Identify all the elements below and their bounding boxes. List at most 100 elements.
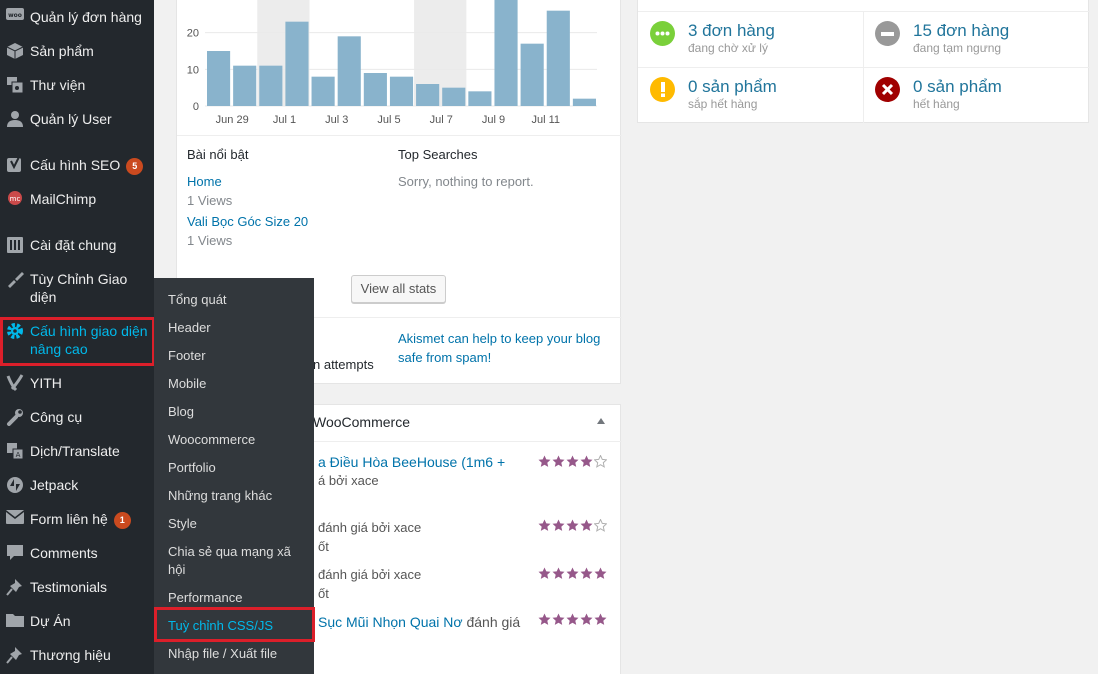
chart-bar[interactable]	[233, 65, 257, 106]
stats-widget: 0 10 20 Jun 29 Jul 1 Jul 3 Jul 5 Jul 7 Jul 9 Jul…	[176, 0, 622, 384]
svg-text:woo: woo	[8, 12, 22, 19]
minus-icon	[875, 21, 900, 46]
chart-bar[interactable]	[572, 98, 596, 106]
review-line: Sục Mũi Nhọn Quai Nơ đánh giá	[318, 614, 521, 630]
x-tick-label: Jul 1	[273, 114, 296, 126]
submenu-item-custom-css-js[interactable]: Tuỳ chỉnh CSS/JS	[168, 618, 274, 633]
x-tick-label: Jun 29	[216, 114, 249, 126]
chart-bar[interactable]	[389, 76, 414, 106]
sidebar-item-products[interactable]: Sản phẩm	[0, 42, 154, 60]
sidebar-item-yith[interactable]: YITH	[0, 374, 154, 392]
submenu-item-other-pages[interactable]: Những trang khác	[168, 488, 273, 503]
submenu-item-portfolio[interactable]: Portfolio	[168, 460, 216, 475]
submenu-item-blog[interactable]: Blog	[168, 404, 195, 419]
sidebar-item-settings[interactable]: Cài đặt chung	[0, 236, 154, 254]
akismet-attempts-text: n attempts	[313, 357, 374, 372]
top-post-link[interactable]: Home	[187, 174, 222, 189]
star-filled-icon	[594, 613, 607, 625]
sidebar-item-jetpack[interactable]: Jetpack	[0, 476, 154, 494]
submenu-item-mobile[interactable]: Mobile	[168, 376, 207, 391]
chart-bar[interactable]	[442, 87, 466, 106]
chart-bar[interactable]	[416, 84, 440, 106]
review-product-link[interactable]: a Điều Hòa BeeHouse (1m6 +	[318, 454, 506, 470]
sidebar-item-appearance[interactable]: Tùy Chỉnh Giao diện	[0, 270, 154, 306]
sidebar-item-testimonials[interactable]: Testimonials	[0, 578, 154, 596]
sidebar-item-tools[interactable]: Công cụ	[0, 408, 154, 426]
reviews-widget-title: WooCommerce	[313, 414, 410, 430]
star-filled-icon	[566, 519, 579, 531]
review-product-link[interactable]: Sục Mũi Nhọn Quai Nơ	[318, 614, 463, 630]
comment-icon	[0, 544, 30, 562]
x-tick-label: Jul 7	[430, 114, 453, 126]
top-searches-title: Top Searches	[398, 147, 478, 162]
chart-bar[interactable]	[363, 73, 387, 106]
sidebar-item-translate[interactable]: A Dịch/Translate	[0, 442, 154, 460]
gear-icon	[0, 322, 30, 340]
x-icon	[875, 77, 900, 102]
svg-text:mc: mc	[10, 195, 21, 203]
x-tick-label: Jul 5	[377, 114, 400, 126]
y-tick-label: 0	[193, 101, 199, 113]
star-filled-icon	[538, 613, 551, 625]
review-meta: đánh giá bởi xace	[318, 567, 422, 582]
star-filled-icon	[552, 613, 565, 625]
chart-bar[interactable]	[520, 43, 544, 106]
submenu-item-social-share[interactable]: Chia sẻ qua mạng xã hội	[168, 544, 291, 577]
stock-low[interactable]: 0 sản phẩm sắp hết hàng	[650, 77, 777, 111]
folder-icon	[0, 612, 30, 628]
stock-out[interactable]: 0 sản phẩm hết hàng	[875, 77, 1002, 111]
chart-bar[interactable]	[468, 91, 492, 106]
view-all-stats-button[interactable]: View all stats	[351, 275, 446, 303]
sidebar-item-brands[interactable]: Thương hiệu	[0, 646, 154, 664]
submenu-item-overview[interactable]: Tổng quát	[168, 292, 227, 307]
translate-icon: A	[0, 442, 30, 460]
chart-bar[interactable]	[285, 21, 309, 107]
brush-icon	[0, 270, 30, 288]
y-tick-label: 10	[187, 64, 199, 76]
order-status-on-hold[interactable]: 15 đơn hàng đang tạm ngưng	[875, 21, 1009, 55]
box-icon	[0, 42, 30, 60]
star-filled-icon	[552, 455, 565, 467]
sidebar-item-mailchimp[interactable]: mc MailChimp	[0, 190, 154, 208]
top-post-link[interactable]: Vali Bọc Góc Size 20	[187, 214, 309, 229]
submenu-item-import-export[interactable]: Nhập file / Xuất file	[168, 646, 278, 661]
star-filled-icon	[566, 455, 579, 467]
chart-bar[interactable]	[494, 0, 518, 106]
review-rating-stars	[538, 519, 607, 532]
x-tick-label: Jul 11	[532, 114, 561, 126]
star-filled-icon	[580, 613, 593, 625]
menu-separator	[0, 218, 154, 222]
star-filled-icon	[580, 455, 593, 467]
sidebar-item-media[interactable]: Thư viện	[0, 76, 154, 94]
chart-bar[interactable]	[207, 51, 231, 106]
sidebar-item-users[interactable]: Quản lý User	[0, 110, 154, 128]
chart-bar[interactable]	[546, 10, 570, 107]
user-icon	[0, 110, 30, 128]
pin-icon	[0, 578, 30, 596]
submenu-item-header[interactable]: Header	[168, 320, 211, 335]
chart-bar[interactable]	[311, 76, 335, 106]
order-status-processing[interactable]: 3 đơn hàng đang chờ xử lý	[650, 21, 775, 55]
top-post-views: 1 Views	[187, 233, 233, 248]
chart-bar[interactable]	[337, 36, 361, 107]
submenu-item-footer[interactable]: Footer	[168, 348, 206, 363]
media-icon	[0, 76, 30, 94]
submenu-item-woocommerce[interactable]: Woocommerce	[168, 432, 256, 447]
submenu-item-performance[interactable]: Performance	[168, 590, 243, 605]
star-empty-icon	[594, 455, 607, 468]
chart-bar[interactable]	[259, 65, 283, 106]
sidebar-item-seo[interactable]: Cấu hình SEO 5	[0, 156, 154, 175]
sidebar-item-comments[interactable]: Comments	[0, 544, 154, 562]
menu-separator	[0, 137, 154, 141]
sidebar-item-orders[interactable]: woo Quản lý đơn hàng	[0, 8, 154, 26]
sidebar-item-projects[interactable]: Dự Án	[0, 612, 154, 630]
star-filled-icon	[594, 567, 607, 579]
sidebar-item-advanced-theme[interactable]: Cấu hình giao diện nâng cao	[0, 322, 154, 358]
akismet-link[interactable]: Akismet can help to keep your blog safe …	[398, 331, 601, 365]
star-filled-icon	[552, 519, 565, 531]
collapse-toggle-icon[interactable]	[597, 418, 605, 424]
star-filled-icon	[538, 567, 551, 579]
sidebar-item-contact-form[interactable]: Form liên hệ 1	[0, 510, 154, 529]
advanced-theme-submenu: Tổng quát Header Footer Mobile Blog Wooc…	[154, 278, 314, 674]
submenu-item-style[interactable]: Style	[168, 516, 197, 531]
